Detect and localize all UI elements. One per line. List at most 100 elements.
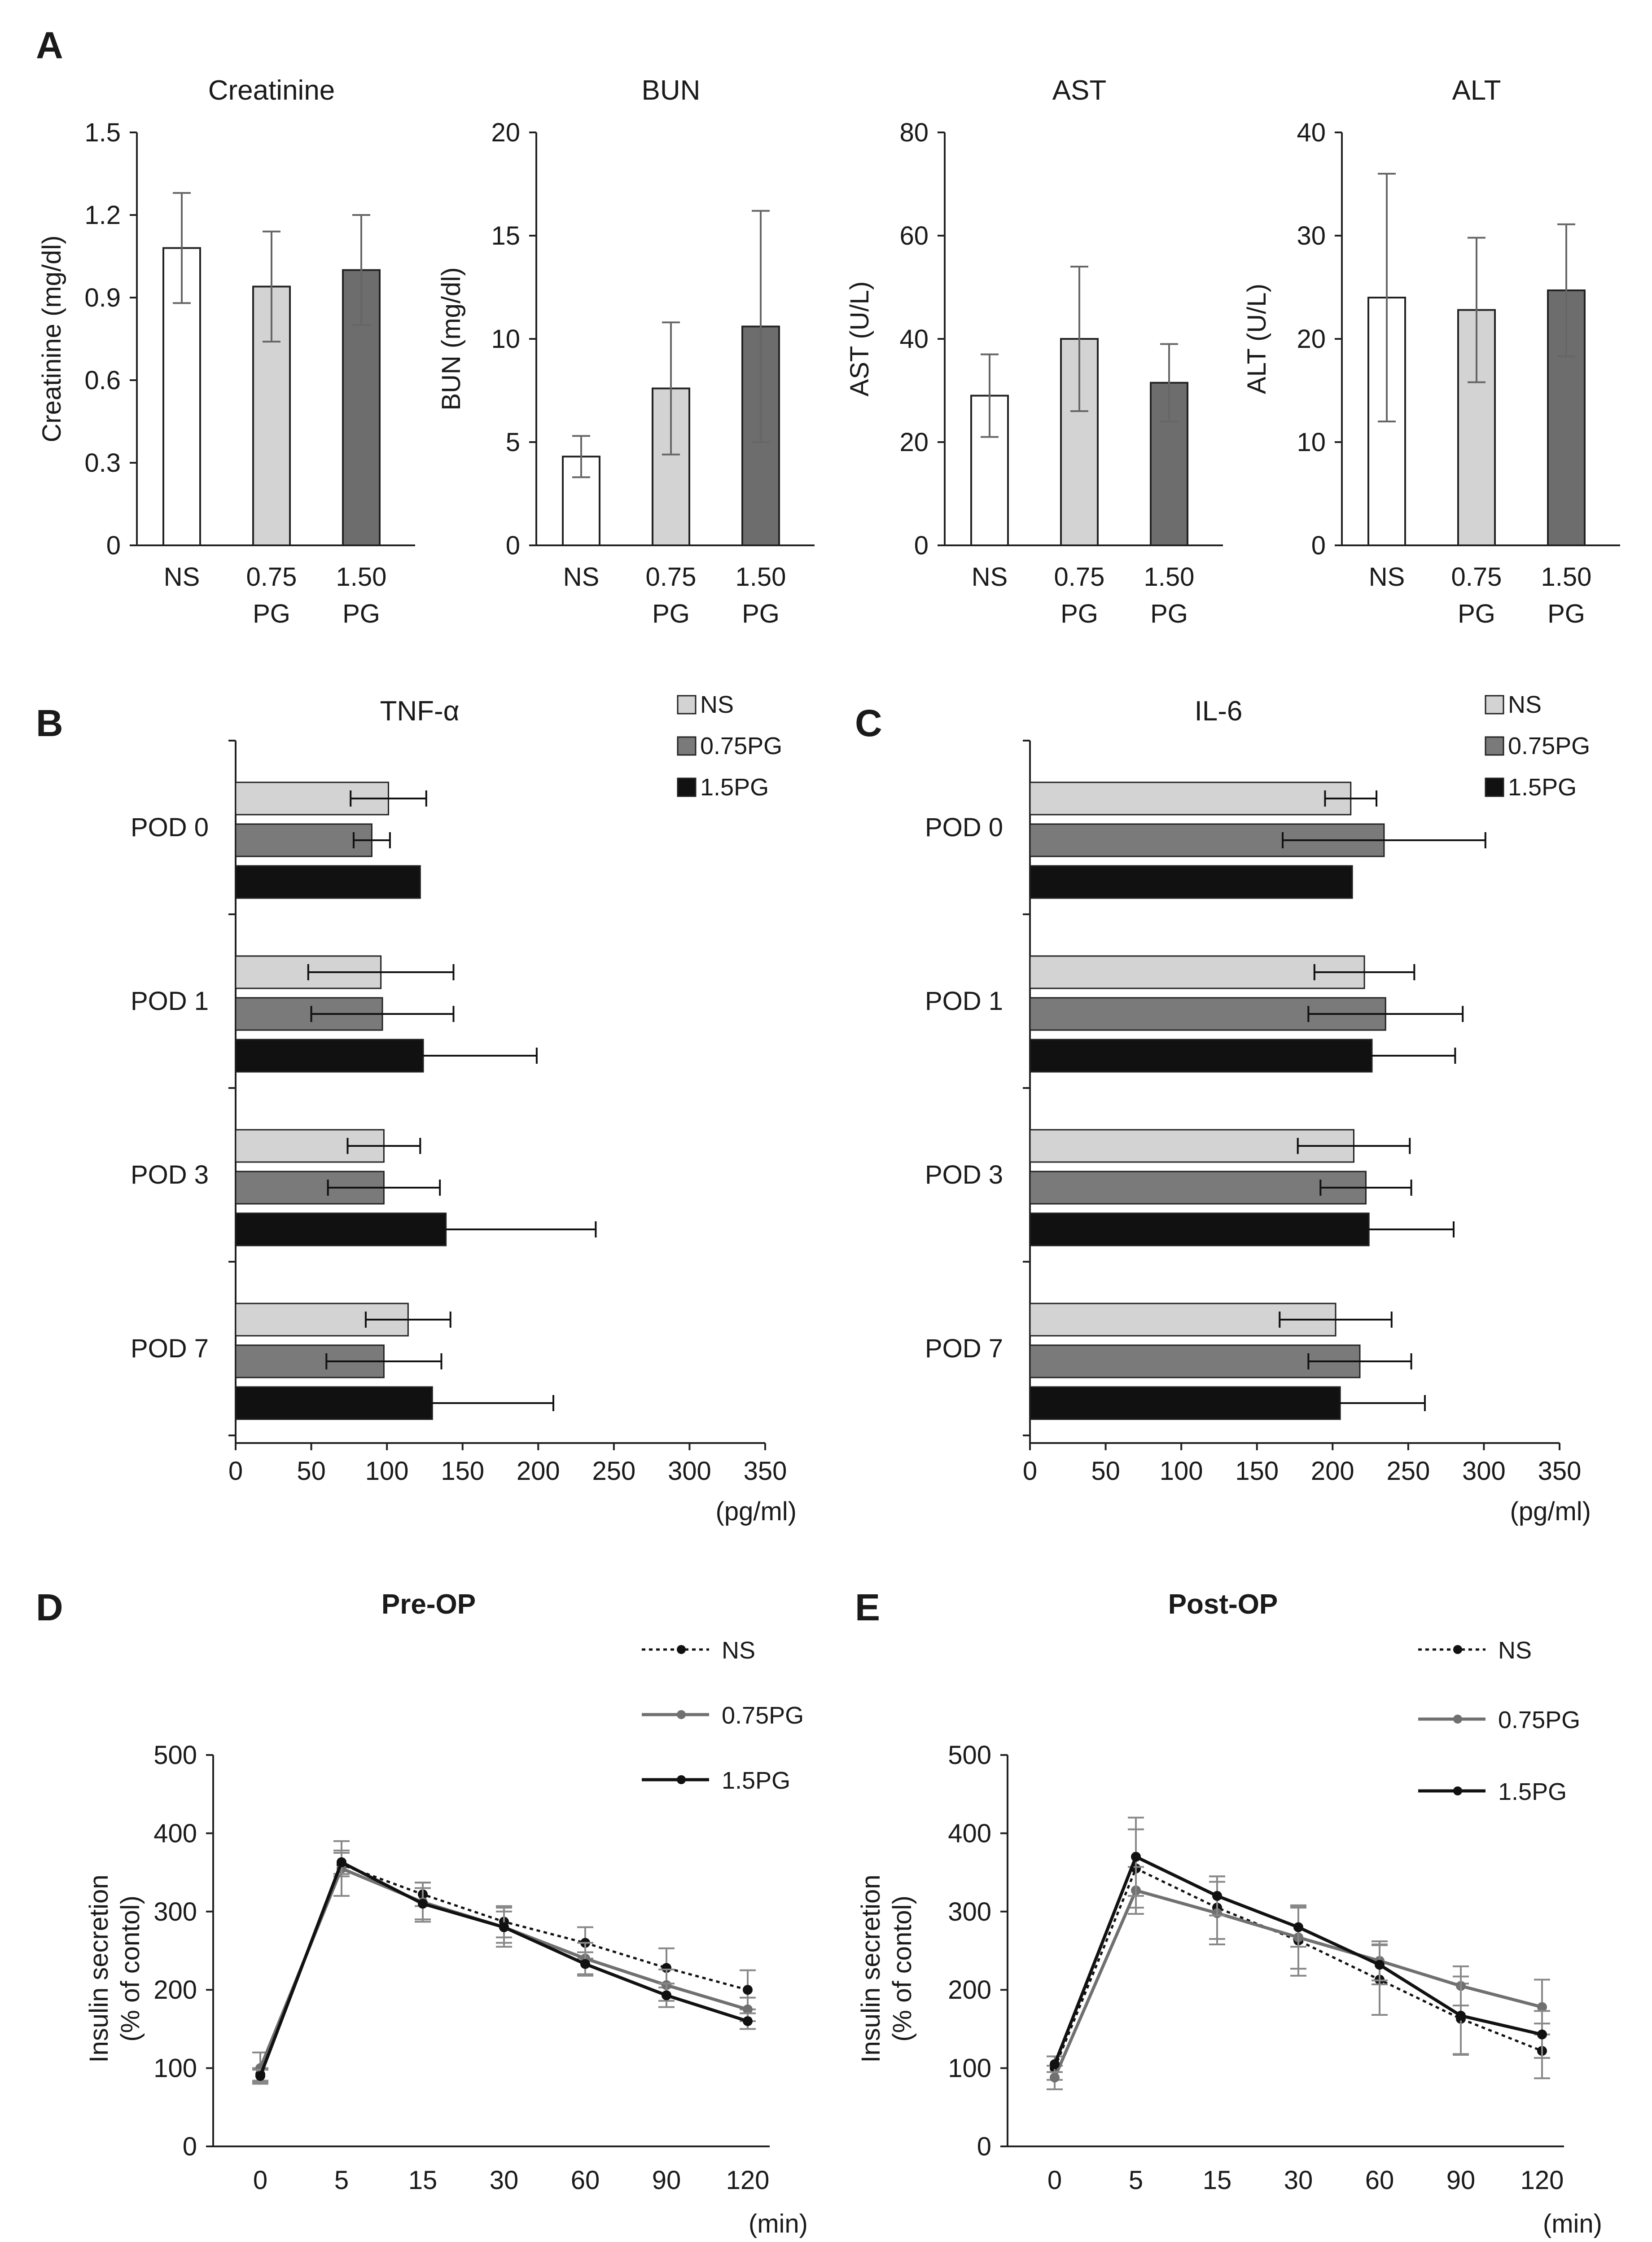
x-tick-label: 90 <box>1446 2166 1476 2195</box>
x-tick-label: PG <box>1060 599 1098 628</box>
y-axis-label: Creatinine (mg/dl) <box>37 236 66 443</box>
pre-op-insulin-chart: Pre-OP 0 100 200 300 400 500 0 5 15 30 60 90 120 (min)… <box>84 1589 808 2238</box>
data-point-1-5pg <box>418 1899 428 1909</box>
y-tick-label: 0 <box>106 531 121 560</box>
data-point-ns <box>743 1985 753 1995</box>
category-label: POD 1 <box>925 987 1003 1016</box>
chart-title: AST <box>1052 75 1107 106</box>
x-tick-label: 90 <box>652 2166 681 2195</box>
y-tick-label: 40 <box>899 325 929 354</box>
x-tick-label: PG <box>342 599 380 628</box>
y-tick-label: 0.6 <box>84 366 121 395</box>
legend-label: 0.75PG <box>1508 733 1590 759</box>
data-point-1-5pg <box>337 1857 346 1867</box>
y-tick-label: 40 <box>1297 118 1326 147</box>
legend-swatch <box>1485 736 1504 756</box>
legend-label: 1.5PG <box>1508 774 1577 801</box>
x-tick-label: 60 <box>1365 2166 1394 2195</box>
y-tick-label: 80 <box>899 118 929 147</box>
data-point-1-5pg <box>1050 2059 1060 2069</box>
x-tick-label: NS <box>972 562 1008 592</box>
bar-0-75pg-pod-3 <box>1029 1171 1367 1205</box>
category-label: POD 0 <box>925 813 1003 842</box>
data-point-1-5pg <box>1375 1960 1385 1970</box>
x-tick-label: 100 <box>365 1457 409 1486</box>
y-tick-label: 60 <box>899 221 929 250</box>
x-axis-label: (pg/ml) <box>1510 1497 1591 1526</box>
legend-swatch <box>677 695 697 715</box>
y-tick-label: 15 <box>491 221 520 250</box>
y-tick-label: 0.9 <box>84 283 121 312</box>
category-label: POD 3 <box>925 1160 1003 1189</box>
legend-label: 1.5PG <box>1498 1778 1567 1805</box>
x-tick-label: 0.75 <box>646 562 697 592</box>
y-axis-label: BUN (mg/dl) <box>437 267 466 410</box>
y-tick-label: 10 <box>1297 428 1326 457</box>
chart-title: IL-6 <box>1195 696 1243 727</box>
y-axis-label: Insulin secretion <box>856 1874 885 2062</box>
data-point-1-5pg <box>1537 2029 1547 2040</box>
x-tick-label: 1.50 <box>1144 562 1195 592</box>
bar-1-5pg-pod-0 <box>235 865 421 899</box>
category-label: POD 0 <box>131 813 209 842</box>
x-tick-label: 150 <box>1235 1457 1279 1486</box>
bar-0-75pg-pod-7 <box>1029 1344 1361 1378</box>
y-tick-label: 300 <box>948 1897 991 1926</box>
y-tick-label: 500 <box>153 1741 197 1770</box>
y-tick-label: 20 <box>899 428 929 457</box>
y-tick-label: 400 <box>948 1819 991 1848</box>
x-tick-label: NS <box>164 562 200 592</box>
chart-title: Creatinine <box>208 75 335 106</box>
legend-label: 0.75PG <box>722 1702 804 1729</box>
x-tick-label: 100 <box>1160 1457 1203 1486</box>
x-tick-label: NS <box>1369 562 1405 592</box>
x-tick-label: 300 <box>1462 1457 1506 1486</box>
x-tick-label: 200 <box>1311 1457 1354 1486</box>
x-tick-label: 0 <box>1023 1457 1037 1486</box>
panel-label-d: D <box>36 1586 63 1628</box>
legend-label: 1.5PG <box>700 774 769 801</box>
legend-label: NS <box>722 1637 755 1664</box>
x-tick-label: NS <box>563 562 600 592</box>
x-tick-label: 15 <box>1203 2166 1232 2195</box>
category-label: POD 7 <box>925 1334 1003 1363</box>
bar-ns-pod-0 <box>1029 781 1352 816</box>
legend-swatch <box>677 777 697 797</box>
series-line-0-75pg <box>259 1866 749 2069</box>
x-tick-label: 15 <box>408 2166 438 2195</box>
data-point-0-75pg <box>1050 2072 1060 2083</box>
data-point-1-5pg <box>580 1959 590 1969</box>
legend-label: NS <box>1508 691 1542 718</box>
y-axis-label: AST (U/L) <box>845 281 874 397</box>
panel-label-b: B <box>36 702 63 744</box>
y-tick-label: 200 <box>153 1975 197 2005</box>
legend-marker <box>677 1710 686 1719</box>
x-tick-label: 0 <box>253 2166 267 2195</box>
x-tick-label: 50 <box>1091 1457 1120 1486</box>
y-tick-label: 0.3 <box>84 448 121 478</box>
alt-chart: ALT 0 10 20 30 40 ALT (U/L) NS 0.75 PG 1.50 PG <box>1242 75 1620 628</box>
x-tick-label: 1.50 <box>1541 562 1592 592</box>
x-tick-label: 300 <box>668 1457 711 1486</box>
x-axis-label: (pg/ml) <box>716 1497 797 1526</box>
category-label: POD 3 <box>131 1160 209 1189</box>
x-tick-label: 120 <box>726 2166 770 2195</box>
x-tick-label: 50 <box>297 1457 326 1486</box>
x-tick-label: 350 <box>1538 1457 1582 1486</box>
x-tick-label: 5 <box>1129 2166 1143 2195</box>
legend-label: NS <box>700 691 734 718</box>
x-tick-label: 30 <box>490 2166 519 2195</box>
x-tick-label: 30 <box>1284 2166 1313 2195</box>
data-point-1-5pg <box>255 2071 265 2081</box>
y-tick-label: 0 <box>977 2132 991 2161</box>
tnf-alpha-chart: TNF-α 0 50 100 150 200 250 300 350 (pg/ml) POD 0 PO… <box>131 691 797 1526</box>
data-point-1-5pg <box>499 1922 509 1932</box>
bar-1-50-pg <box>342 269 381 546</box>
chart-title: Post-OP <box>1168 1589 1278 1620</box>
x-tick-label: 150 <box>441 1457 484 1486</box>
x-tick-label: 0.75 <box>1054 562 1105 592</box>
y-tick-label: 1.2 <box>84 201 121 230</box>
x-tick-label: PG <box>652 599 690 628</box>
x-tick-label: 350 <box>744 1457 787 1486</box>
